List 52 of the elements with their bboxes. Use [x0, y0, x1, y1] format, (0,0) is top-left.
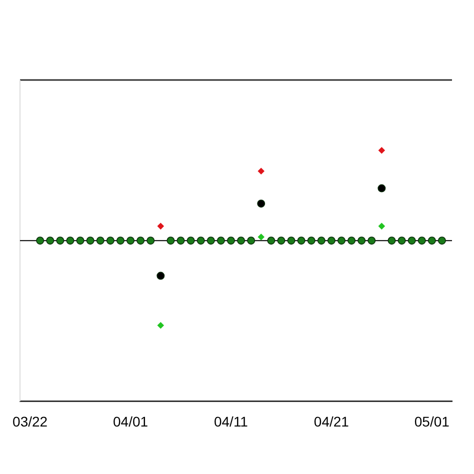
point	[247, 236, 256, 245]
point	[408, 236, 416, 245]
point	[186, 236, 195, 245]
point	[398, 236, 406, 245]
point	[56, 236, 64, 245]
point	[166, 236, 175, 245]
point	[428, 236, 436, 245]
point	[378, 222, 386, 230]
point	[337, 236, 346, 245]
point	[126, 236, 135, 245]
point	[378, 146, 386, 154]
point	[418, 236, 426, 245]
point	[368, 236, 376, 245]
x-tick-label: 04/21	[314, 413, 350, 430]
point	[287, 236, 296, 245]
x-tick-label: 05/01	[414, 413, 450, 430]
x-tick-label: 04/01	[112, 413, 148, 430]
point	[86, 236, 94, 245]
point	[258, 168, 265, 175]
point	[388, 236, 396, 245]
point	[297, 236, 306, 245]
point	[267, 236, 276, 245]
point	[317, 236, 326, 245]
point	[146, 236, 155, 245]
point	[327, 236, 336, 245]
point	[226, 236, 235, 245]
point	[176, 236, 185, 245]
point	[216, 236, 225, 245]
point	[46, 236, 54, 245]
x-tick-label: 03/22	[12, 413, 48, 430]
point	[156, 272, 165, 280]
point	[307, 236, 316, 245]
point	[116, 236, 124, 245]
point	[358, 236, 366, 245]
point	[136, 236, 145, 245]
point	[348, 236, 356, 245]
point	[196, 236, 205, 245]
point	[76, 236, 84, 245]
point	[106, 236, 114, 245]
x-tick-label: 04/11	[214, 413, 248, 430]
point	[157, 222, 164, 230]
point	[258, 234, 265, 240]
point	[277, 236, 286, 245]
point	[96, 236, 104, 245]
point	[438, 236, 446, 245]
point	[378, 184, 386, 192]
point	[206, 236, 215, 245]
point	[237, 236, 246, 245]
point	[66, 236, 74, 245]
point	[157, 322, 164, 329]
point	[257, 200, 266, 208]
point	[36, 236, 44, 245]
